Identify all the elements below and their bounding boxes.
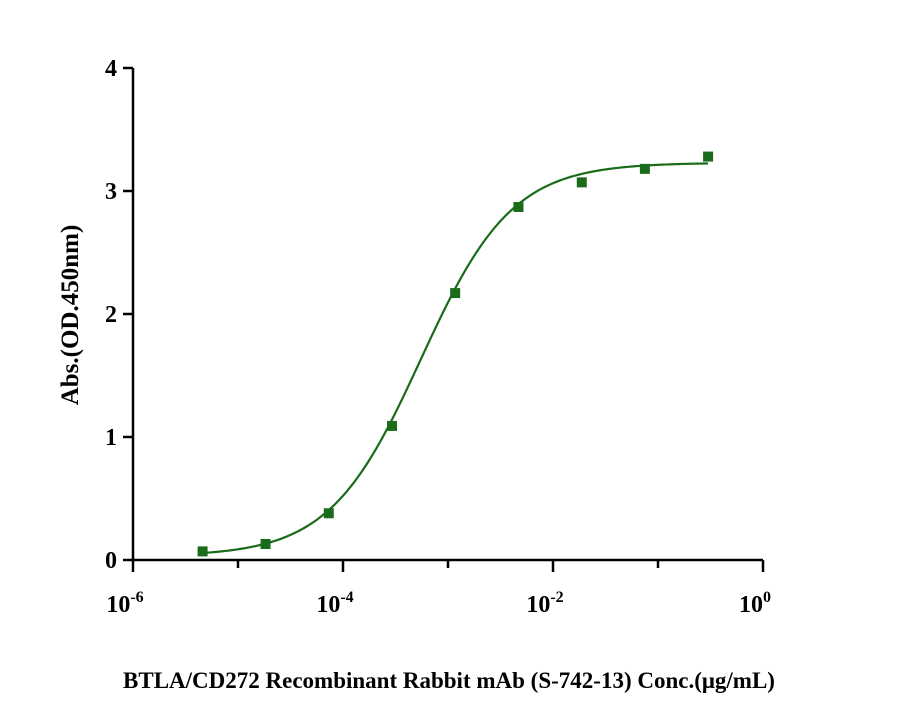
- fit-curve: [202, 162, 709, 555]
- y-tick-label: 0: [105, 548, 117, 574]
- y-tick-label: 1: [105, 425, 117, 451]
- data-point: [323, 508, 334, 519]
- x-axis-label: BTLA/CD272 Recombinant Rabbit mAb (S-742…: [123, 668, 775, 693]
- x-tick-label: 10-2: [526, 589, 563, 618]
- data-point: [513, 201, 524, 212]
- y-tick-label: 3: [105, 179, 117, 205]
- data-point: [703, 151, 714, 162]
- y-tick-label: 4: [105, 56, 117, 82]
- data-point: [450, 288, 461, 299]
- data-point: [576, 177, 587, 188]
- x-tick-label: 10-4: [316, 589, 353, 618]
- data-point: [197, 546, 208, 557]
- x-tick-label: 10-6: [106, 589, 143, 618]
- data-point: [260, 539, 271, 550]
- axes: 0 1 2 3 4 10-6 10-4 10-2 100: [105, 56, 771, 618]
- y-axis-label: Abs.(OD.450nm): [57, 225, 84, 406]
- x-ticks: 10-6 10-4 10-2 100: [106, 560, 771, 618]
- data-point: [639, 163, 650, 174]
- x-tick-label: 100: [739, 589, 771, 618]
- y-ticks: 0 1 2 3 4: [105, 56, 133, 574]
- data-point: [387, 420, 398, 431]
- y-tick-label: 2: [105, 302, 117, 328]
- plot-area: [197, 151, 714, 557]
